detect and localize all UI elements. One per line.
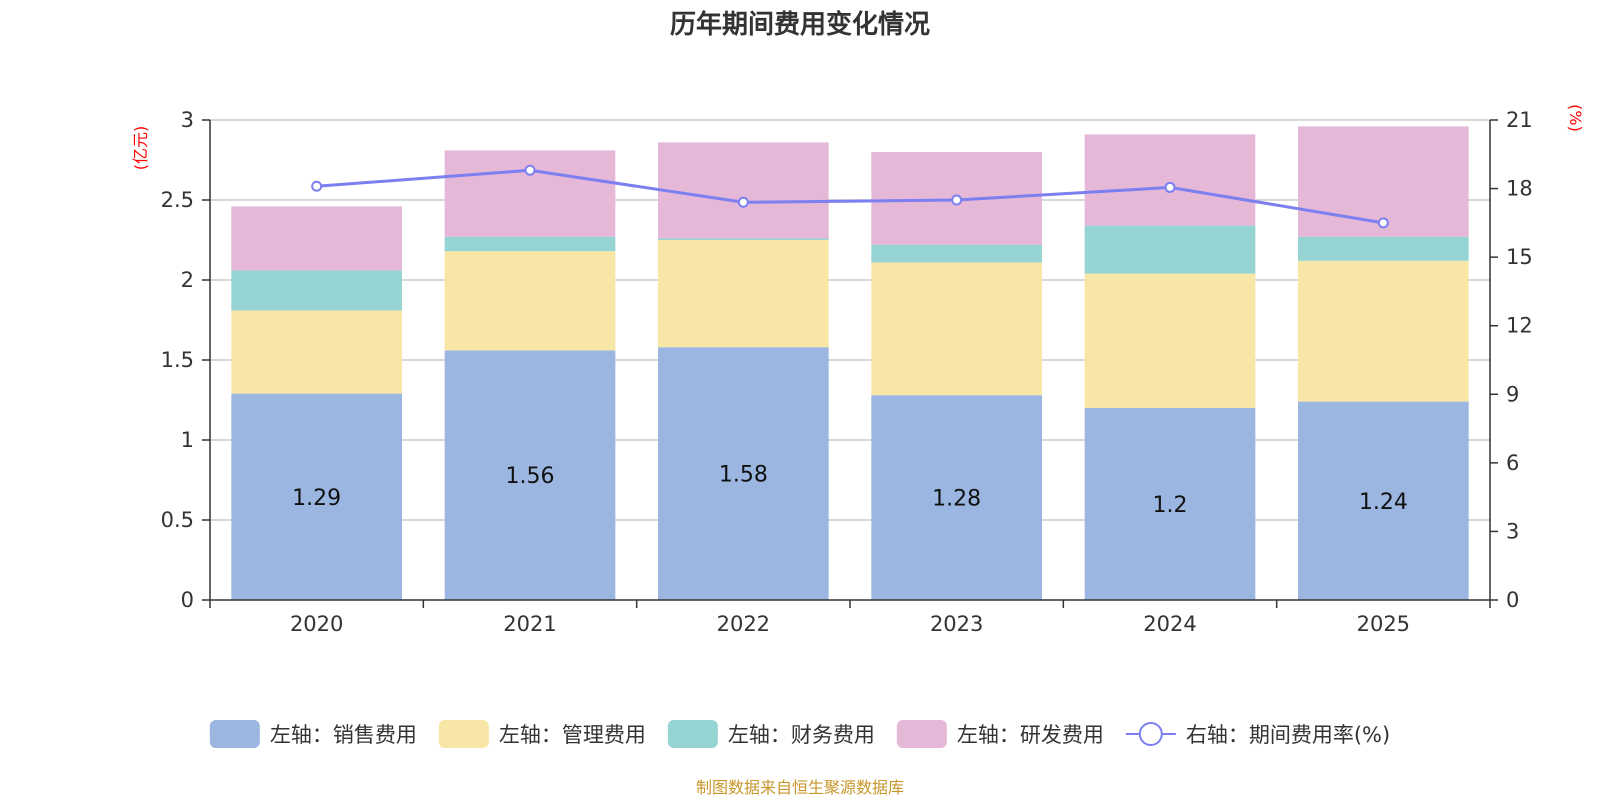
rate-point <box>311 180 323 192</box>
legend: 左轴：销售费用 左轴：管理费用 左轴：财务费用 左轴：研发费用 右轴：期间费用率(%) <box>209 720 1390 748</box>
bar-segment-1 <box>1298 260 1469 402</box>
x-tick-label: 2022 <box>717 612 770 636</box>
bar-segment-3 <box>1084 134 1256 226</box>
right-tick-label: 18 <box>1506 177 1533 201</box>
bar-value-label: 1.29 <box>292 486 341 511</box>
bar-segment-0 <box>444 350 616 600</box>
rate-line-path <box>316 168 1384 225</box>
x-tick-label: 2023 <box>930 612 983 636</box>
legend-swatch <box>209 720 260 748</box>
legend-label: 左轴：销售费用 <box>270 723 417 747</box>
legend-label: 左轴：研发费用 <box>957 723 1104 747</box>
bar-segment-0 <box>871 395 1042 600</box>
bar-segment-3 <box>444 150 616 237</box>
bar-segment-0 <box>1298 401 1469 600</box>
left-axis-unit: (亿元) <box>131 126 150 171</box>
legend-label: 左轴：财务费用 <box>728 723 875 747</box>
left-tick-label: 3 <box>181 108 194 132</box>
chart-title: 历年期间费用变化情况 <box>670 9 930 40</box>
bar-segment-3 <box>231 206 402 271</box>
right-axis-unit: (%) <box>1566 104 1585 132</box>
source-note: 制图数据来自恒生聚源数据库 <box>696 778 904 797</box>
legend-swatch <box>438 720 489 748</box>
bar-segment-1 <box>1084 273 1256 408</box>
bar-segment-1 <box>231 310 402 394</box>
axes: 0 0.5 1 1.5 2 2.5 3 0 3 6 9 12 15 18 21 (亿元) (%) 2020 2021… <box>131 104 1585 636</box>
bar-segment-3 <box>658 142 829 239</box>
rate-point <box>524 164 536 176</box>
bar-segment-0 <box>231 393 402 600</box>
legend-label: 左轴：管理费用 <box>499 723 646 747</box>
bar-value-label: 1.28 <box>932 487 981 512</box>
left-tick-label: 2.5 <box>161 188 194 212</box>
bar-value-label: 1.24 <box>1359 490 1408 515</box>
rate-line <box>311 164 1389 229</box>
right-tick-label: 0 <box>1506 588 1519 612</box>
rate-point <box>1164 181 1176 193</box>
bar-segment-1 <box>871 262 1042 396</box>
bar-segment-0 <box>1084 408 1256 600</box>
bar-segment-2 <box>1084 225 1256 274</box>
rate-point <box>737 196 749 208</box>
left-tick-label: 0 <box>181 588 194 612</box>
bar-value-label: 1.56 <box>506 464 555 489</box>
right-tick-label: 21 <box>1506 108 1533 132</box>
bar-value-label: 1.58 <box>719 463 768 488</box>
bars: 1.29 1.56 1.58 1.28 1.2 1.24 <box>231 126 1469 600</box>
right-tick-label: 3 <box>1506 519 1519 543</box>
right-tick-label: 6 <box>1506 451 1519 475</box>
bar-segment-1 <box>444 251 616 351</box>
bar-segment-0 <box>658 347 829 600</box>
bar-segment-2 <box>444 236 616 252</box>
rate-point <box>1377 217 1389 229</box>
x-tick-label: 2024 <box>1143 612 1196 636</box>
bar-segment-2 <box>658 238 829 240</box>
right-tick-label: 12 <box>1506 314 1533 338</box>
right-tick-label: 9 <box>1506 382 1519 406</box>
left-tick-label: 1.5 <box>161 348 194 372</box>
legend-swatch <box>667 720 718 748</box>
legend-label: 右轴：期间费用率(%) <box>1186 723 1390 747</box>
bar-value-label: 1.2 <box>1153 493 1188 518</box>
left-tick-label: 1 <box>181 428 194 452</box>
bar-segment-1 <box>658 240 829 348</box>
rate-point <box>951 194 963 206</box>
right-tick-label: 15 <box>1506 245 1533 269</box>
x-tick-label: 2021 <box>503 612 556 636</box>
bar-segment-2 <box>231 270 402 311</box>
x-tick-label: 2025 <box>1357 612 1410 636</box>
bar-segment-2 <box>1298 236 1469 261</box>
left-tick-label: 0.5 <box>161 508 194 532</box>
legend-marker <box>1138 722 1163 746</box>
left-tick-label: 2 <box>181 268 194 292</box>
bar-segment-2 <box>871 244 1042 263</box>
legend-swatch <box>896 720 947 748</box>
x-tick-label: 2020 <box>290 612 343 636</box>
